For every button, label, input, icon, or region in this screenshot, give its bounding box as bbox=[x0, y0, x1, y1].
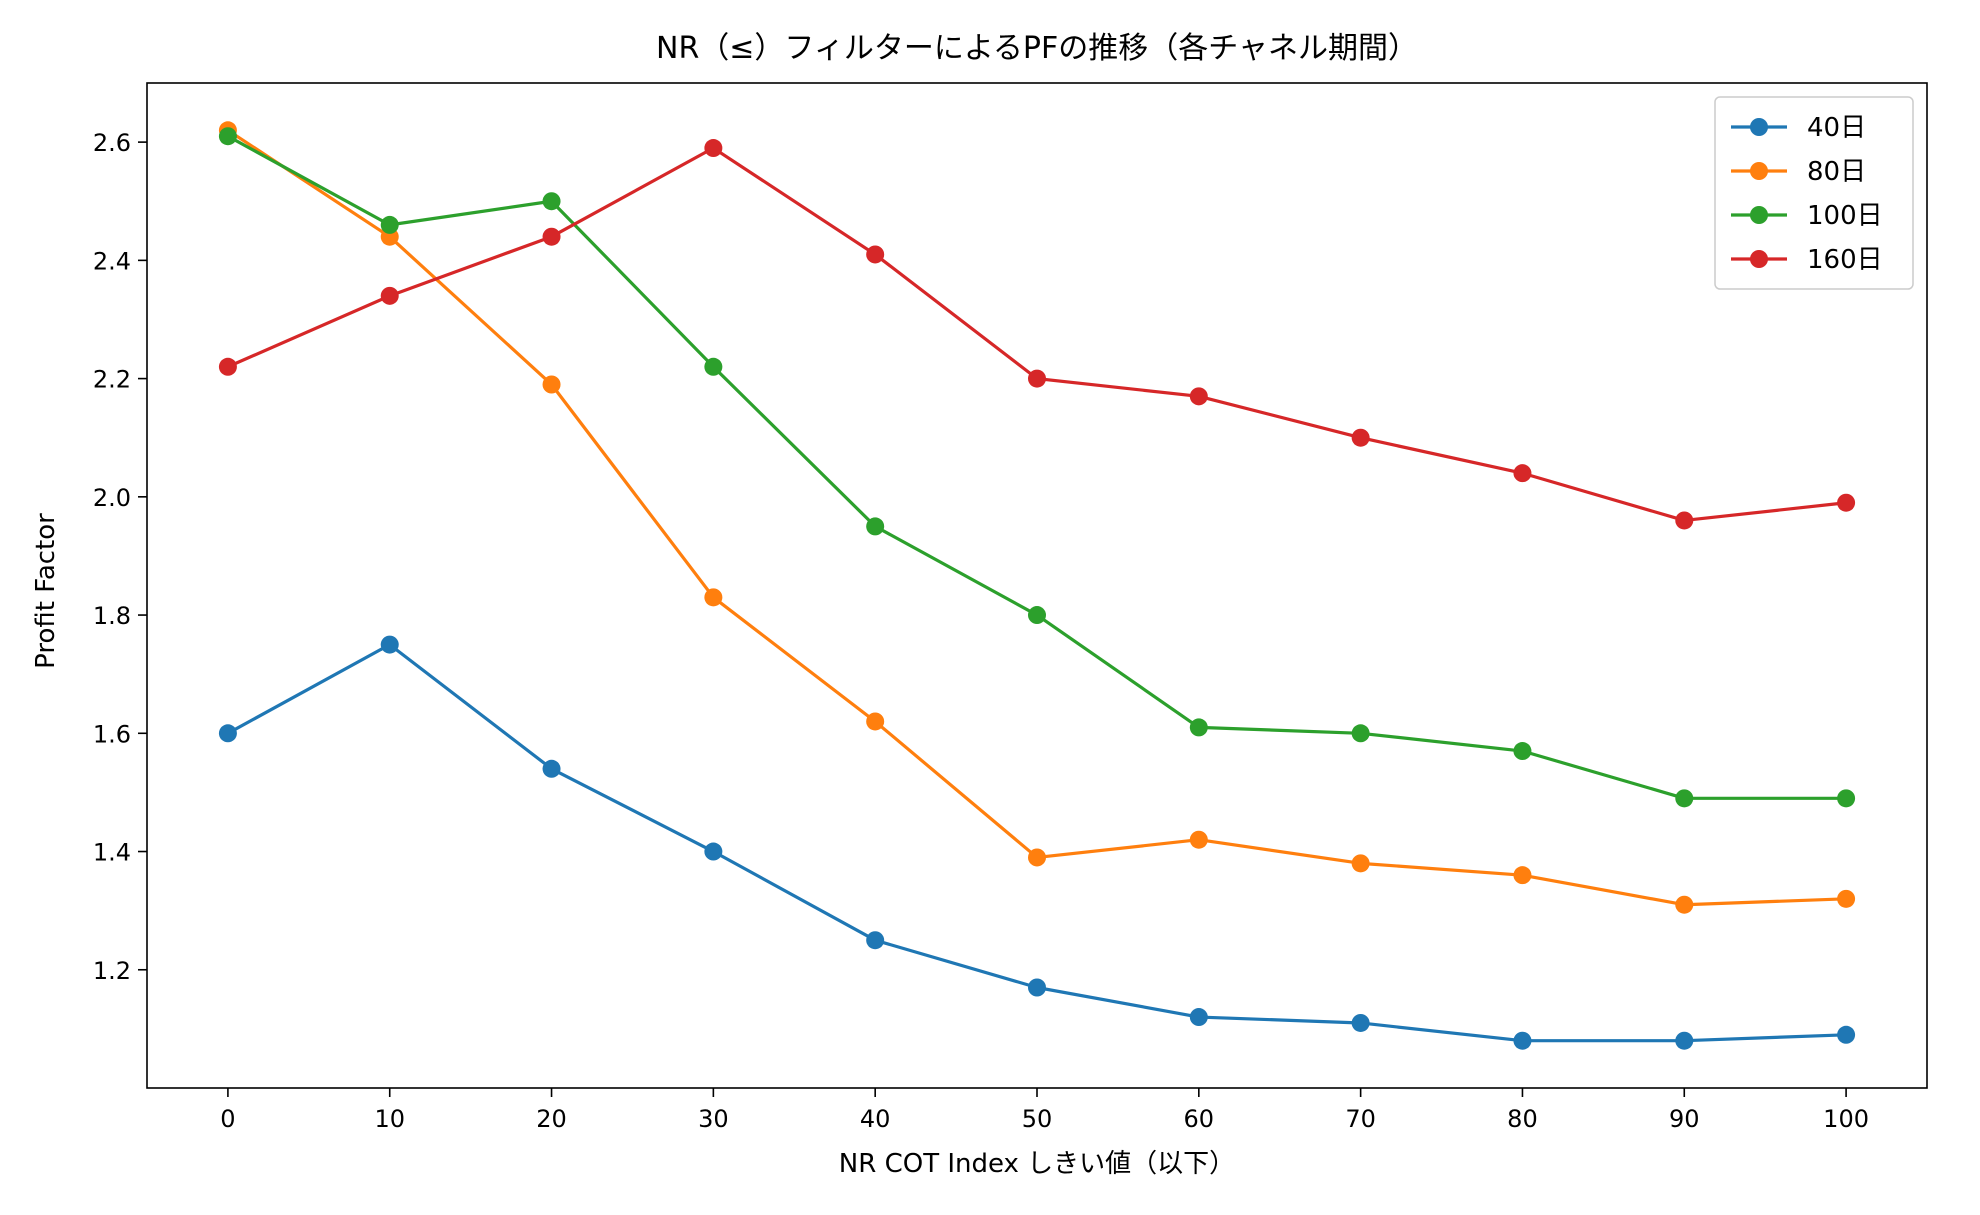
x-tick-label: 40 bbox=[860, 1105, 891, 1133]
x-tick-label: 50 bbox=[1022, 1105, 1053, 1133]
data-point-80d bbox=[542, 375, 561, 394]
x-axis-label: NR COT Index しきい値（以下） bbox=[839, 1149, 1235, 1179]
data-point-40d bbox=[704, 842, 723, 861]
data-point-80d bbox=[866, 712, 885, 731]
data-point-160d bbox=[1837, 493, 1856, 512]
x-tick-label: 10 bbox=[374, 1105, 405, 1133]
data-point-100d bbox=[866, 517, 885, 536]
legend: 40日 80日 100日 160日 bbox=[1714, 96, 1914, 290]
legend-label: 160日 bbox=[1807, 245, 1883, 275]
data-point-80d bbox=[1028, 848, 1046, 867]
legend-label: 40日 bbox=[1807, 113, 1866, 143]
data-point-40d bbox=[542, 759, 561, 778]
data-point-100d bbox=[1351, 724, 1370, 743]
data-point-160d bbox=[1189, 387, 1208, 406]
x-tick-label: 70 bbox=[1345, 1105, 1376, 1133]
data-point-80d bbox=[1513, 866, 1532, 885]
data-point-40d bbox=[1028, 978, 1046, 997]
data-point-100d bbox=[380, 215, 399, 234]
y-tick-label: 2.6 bbox=[93, 129, 131, 157]
data-point-160d bbox=[1028, 369, 1046, 388]
legend-box bbox=[1714, 96, 1914, 290]
data-point-160d bbox=[704, 139, 723, 158]
y-tick-label: 2.2 bbox=[93, 366, 131, 394]
data-point-160d bbox=[380, 286, 399, 305]
x-tick-label: 20 bbox=[536, 1105, 567, 1133]
y-tick-label: 1.6 bbox=[93, 720, 131, 748]
data-point-100d bbox=[1189, 718, 1208, 737]
legend-label: 80日 bbox=[1807, 157, 1866, 187]
data-point-40d bbox=[380, 635, 399, 654]
data-point-100d bbox=[1513, 742, 1532, 761]
data-point-40d bbox=[218, 724, 237, 743]
legend-swatch-marker bbox=[1750, 118, 1768, 136]
x-tick-label: 0 bbox=[220, 1105, 235, 1133]
data-point-160d bbox=[1675, 511, 1694, 530]
data-point-40d bbox=[1513, 1031, 1532, 1050]
x-tick-label: 30 bbox=[698, 1105, 729, 1133]
data-point-160d bbox=[866, 245, 885, 264]
data-point-80d bbox=[1351, 854, 1370, 873]
data-point-160d bbox=[1351, 428, 1370, 447]
data-point-100d bbox=[1837, 789, 1856, 808]
data-point-80d bbox=[1675, 895, 1694, 914]
x-tick-label: 90 bbox=[1669, 1105, 1700, 1133]
data-point-40d bbox=[866, 931, 885, 950]
data-point-80d bbox=[704, 588, 723, 607]
data-point-100d bbox=[218, 127, 237, 146]
chart-title: NR（≤）フィルターによるPFの推移（各チャネル期間） bbox=[656, 31, 1418, 66]
legend-swatch-marker bbox=[1750, 250, 1768, 268]
legend-swatch-marker bbox=[1750, 162, 1768, 180]
x-tick-label: 80 bbox=[1507, 1105, 1538, 1133]
plot-area: 0 10 20 30 40 50 60 70 80 90 100 1.2 1.4 1.6 1.8 2.0 2.2… bbox=[93, 82, 1928, 1133]
data-point-40d bbox=[1675, 1031, 1694, 1050]
data-point-40d bbox=[1837, 1025, 1856, 1044]
data-point-100d bbox=[1028, 606, 1046, 625]
data-point-160d bbox=[542, 227, 561, 246]
y-tick-label: 1.4 bbox=[93, 839, 131, 867]
y-tick-label: 2.0 bbox=[93, 484, 131, 512]
y-axis-label: Profit Factor bbox=[31, 513, 61, 669]
data-point-80d bbox=[1189, 830, 1208, 849]
data-point-160d bbox=[218, 357, 237, 376]
y-tick-label: 1.2 bbox=[93, 957, 131, 985]
data-point-80d bbox=[1837, 889, 1856, 908]
data-point-40d bbox=[1351, 1013, 1370, 1032]
legend-label: 100日 bbox=[1807, 201, 1883, 231]
y-tick-label: 2.4 bbox=[93, 247, 131, 275]
data-point-160d bbox=[1513, 464, 1532, 483]
x-tick-label: 60 bbox=[1184, 1105, 1215, 1133]
data-point-100d bbox=[1675, 789, 1694, 808]
legend-swatch-marker bbox=[1750, 206, 1768, 224]
data-point-40d bbox=[1189, 1008, 1208, 1027]
data-point-100d bbox=[704, 357, 723, 376]
data-point-100d bbox=[542, 192, 561, 211]
x-tick-label: 100 bbox=[1823, 1105, 1869, 1133]
y-tick-label: 1.8 bbox=[93, 602, 131, 630]
